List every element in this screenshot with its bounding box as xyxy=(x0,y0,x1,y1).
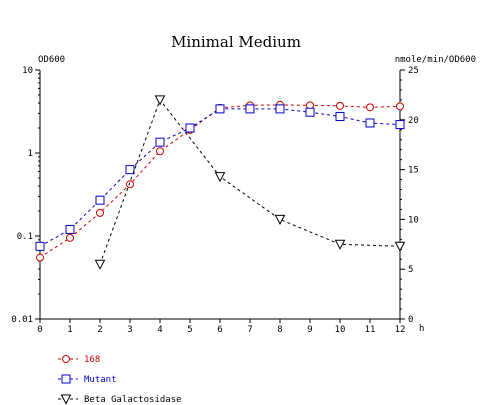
x-tick-label: 3 xyxy=(127,325,132,335)
data-point xyxy=(394,241,406,252)
y-right-tick-label: 5 xyxy=(408,265,413,275)
x-tick-label: 1 xyxy=(67,325,72,335)
x-tick-label: 5 xyxy=(187,325,192,335)
x-tick-label: 8 xyxy=(277,325,282,335)
series-line xyxy=(99,98,401,265)
data-point xyxy=(125,165,135,175)
y-right-tick-label: 0 xyxy=(408,315,413,325)
x-tick-label: 2 xyxy=(97,325,102,335)
x-tick-label: 4 xyxy=(157,325,162,335)
data-point xyxy=(36,253,44,262)
data-point xyxy=(126,180,134,189)
data-point xyxy=(366,103,374,112)
plot-area xyxy=(35,95,406,270)
x-tick-label: 6 xyxy=(217,325,222,335)
y-right-tick-label: 15 xyxy=(408,166,419,176)
data-point xyxy=(336,101,344,110)
y-left-tick-label: 1 xyxy=(28,149,33,159)
data-point xyxy=(155,137,165,147)
x-tick-label: 7 xyxy=(247,325,252,335)
y-left-axis-label: OD600 xyxy=(38,55,65,65)
y-left-tick-label: 0.01 xyxy=(11,315,33,325)
data-point xyxy=(35,241,45,251)
data-point xyxy=(365,118,375,128)
data-point xyxy=(185,123,195,133)
y-left-tick-label: 10 xyxy=(22,66,33,76)
legend-label: 168 xyxy=(84,355,100,365)
legend-label: Beta Galactosidase xyxy=(84,395,182,405)
data-point xyxy=(335,112,345,122)
y-right-tick-label: 10 xyxy=(408,215,419,225)
x-axis-label: h xyxy=(419,324,424,334)
data-point xyxy=(154,95,166,106)
data-point xyxy=(305,107,315,117)
x-tick-label: 0 xyxy=(37,325,42,335)
data-point xyxy=(95,195,105,205)
legend: 168 Mutant Beta Galactosidase xyxy=(58,355,182,405)
x-tick-label: 9 xyxy=(307,325,312,335)
data-point xyxy=(215,104,225,114)
data-point xyxy=(275,104,285,114)
data-point xyxy=(214,172,226,183)
x-tick-label: 12 xyxy=(395,325,406,335)
y-right-tick-label: 25 xyxy=(408,66,419,76)
x-tick-label: 10 xyxy=(335,325,346,335)
data-point xyxy=(334,239,346,250)
legend-label: Mutant xyxy=(84,375,117,385)
data-point xyxy=(245,104,255,114)
x-tick-label: 11 xyxy=(365,325,376,335)
data-point xyxy=(156,147,164,156)
y-left-tick-label: 0.1 xyxy=(17,232,33,242)
data-point xyxy=(274,214,286,225)
data-point xyxy=(94,259,106,270)
legend-marker xyxy=(62,355,70,363)
legend-marker xyxy=(61,374,71,384)
y-right-tick-label: 20 xyxy=(408,116,419,126)
data-point xyxy=(96,208,104,217)
chart-title: Minimal Medium xyxy=(171,33,301,51)
y-right-axis-label: nmole/min/OD600 xyxy=(395,55,476,65)
data-point xyxy=(65,224,75,234)
data-point xyxy=(66,233,74,242)
data-point xyxy=(395,120,405,130)
legend-marker xyxy=(60,394,72,405)
data-point xyxy=(396,102,404,111)
